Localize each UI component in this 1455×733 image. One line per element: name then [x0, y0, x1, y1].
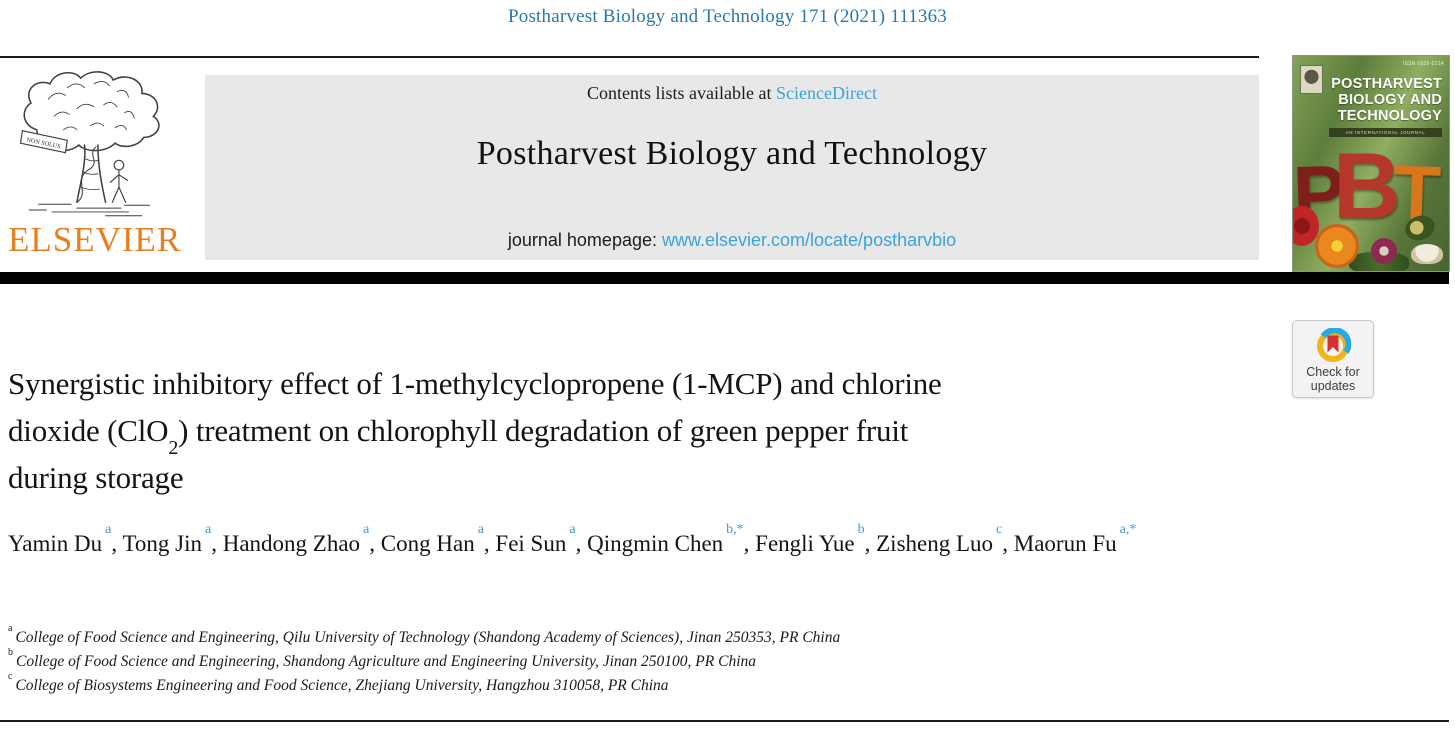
masthead-box: Contents lists available at ScienceDirec… — [205, 75, 1259, 260]
cover-art-dahlia — [1315, 224, 1359, 268]
cover-subtitle: AN INTERNATIONAL JOURNAL — [1329, 128, 1442, 137]
author: Yamin Dua, — [8, 522, 123, 556]
cover-title-line: POSTHARVEST — [1331, 76, 1442, 92]
cover-title-line: BIOLOGY AND — [1338, 92, 1442, 108]
contents-prefix: Contents lists available at — [587, 83, 776, 103]
affiliation: cCollege of Biosystems Engineering and F… — [8, 670, 669, 694]
article-title-line: during storage — [8, 460, 184, 495]
affiliation-list: aCollege of Food Science and Engineering… — [8, 622, 1108, 698]
author-list: Yamin Dua, Tong Jina, Handong Zhaoa, Con… — [8, 522, 1268, 563]
affiliation: aCollege of Food Science and Engineering… — [8, 622, 841, 646]
article-title: Synergistic inhibitory effect of 1-methy… — [8, 360, 1268, 501]
crossmark-icon — [1317, 328, 1351, 362]
top-rule — [0, 56, 1259, 58]
elsevier-logo: NON SOLUS ELSEVIER — [8, 70, 190, 266]
cover-elsevier-mini-logo — [1300, 65, 1323, 94]
author: Fengli Yueb, — [755, 522, 877, 556]
author: Fei Suna, — [495, 522, 588, 556]
author: Tong Jina, — [122, 522, 223, 556]
author: Zisheng Luoc, — [876, 522, 1014, 556]
cover-issn: ISSN 0925-5214 — [1402, 61, 1444, 67]
homepage-prefix: journal homepage: — [507, 230, 662, 250]
journal-reference: Postharvest Biology and Technology 171 (… — [508, 6, 947, 27]
badge-label-line1: Check for — [1306, 365, 1360, 379]
cover-title-line: TECHNOLOGY — [1337, 108, 1442, 124]
homepage-link[interactable]: www.elsevier.com/locate/postharvbio — [661, 230, 957, 250]
author: Qingmin Chenb,*, — [587, 522, 756, 556]
bottom-rule — [0, 720, 1449, 722]
journal-cover-image: ISSN 0925-5214 POSTHARVEST BIOLOGY AND TEC… — [1292, 55, 1450, 272]
masthead-journal-title: Postharvest Biology and Technology — [476, 135, 988, 172]
article-title-line: Synergistic inhibitory effect of 1-methy… — [8, 366, 942, 401]
header-separator-bar — [0, 272, 1449, 284]
affiliation: bCollege of Food Science and Engineering… — [8, 646, 757, 670]
sciencedirect-link[interactable]: ScienceDirect — [776, 83, 877, 103]
author: Handong Zhaoa, — [222, 522, 381, 556]
cover-art-red-flower — [1293, 206, 1319, 246]
elsevier-tree-icon: NON SOLUS — [19, 71, 160, 217]
check-for-updates-badge[interactable]: Check for updates — [1292, 320, 1374, 398]
article-title-line: dioxide (ClO2) treatment on chlorophyll … — [8, 413, 909, 460]
cover-title: POSTHARVEST BIOLOGY AND TECHNOLOGY — [1321, 76, 1442, 124]
cover-art-radish — [1371, 238, 1397, 264]
badge-label-line2: updates — [1310, 379, 1356, 393]
contents-line: Contents lists available at ScienceDirec… — [205, 83, 1259, 104]
homepage-line: journal homepage: www.elsevier.com/locat… — [205, 230, 1259, 251]
author: Cong Hana, — [380, 522, 496, 556]
cover-letter-b: B — [1333, 133, 1401, 238]
elsevier-wordmark: ELSEVIER — [8, 220, 182, 259]
author: Maorun Fua,* — [1013, 522, 1137, 556]
cover-art-mushroom — [1411, 244, 1443, 264]
